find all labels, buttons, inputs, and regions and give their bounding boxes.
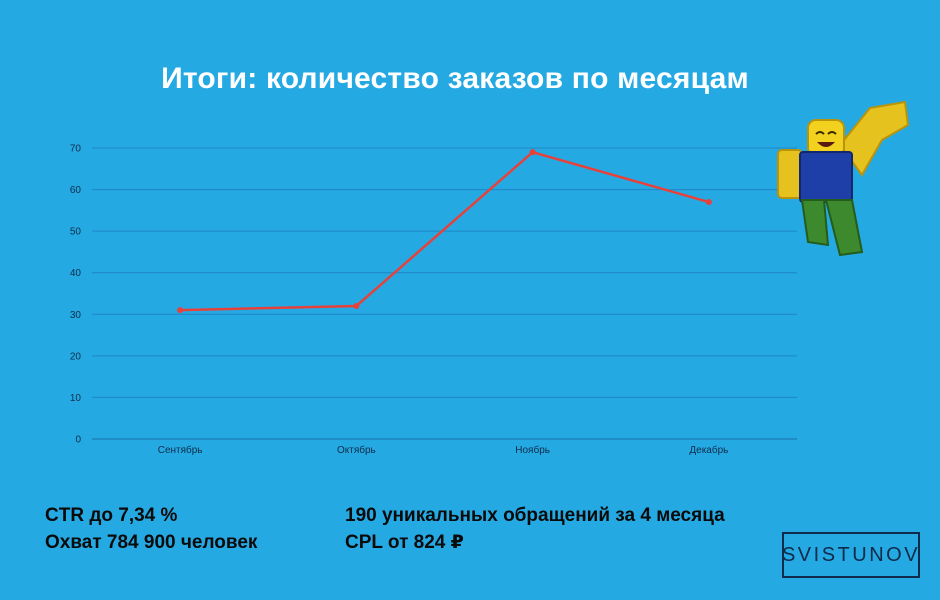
reach-stat: Охват 784 900 человек <box>45 532 258 553</box>
y-tick-label: 40 <box>70 268 82 279</box>
stats-right: 190 уникальных обращений за 4 месяца CPL… <box>345 502 725 556</box>
data-point <box>529 149 536 156</box>
brand-logo: SVISTUNOV <box>782 532 920 578</box>
roblox-noob-figure-icon <box>777 100 910 257</box>
x-tick-label: Ноябрь <box>515 444 550 456</box>
x-tick-label: Декабрь <box>689 444 728 456</box>
data-point <box>177 307 184 314</box>
y-tick-label: 10 <box>70 393 82 404</box>
data-point <box>705 199 712 206</box>
y-tick-label: 20 <box>70 351 82 362</box>
y-tick-label: 70 <box>70 144 82 155</box>
x-tick-label: Октябрь <box>337 444 376 456</box>
y-tick-label: 0 <box>75 435 81 446</box>
stats-left: CTR до 7,34 % Охват 784 900 человек <box>45 502 257 556</box>
y-tick-label: 60 <box>70 185 82 196</box>
chart-title: Итоги: количество заказов по месяцам <box>161 62 749 95</box>
y-tick-label: 50 <box>70 227 82 238</box>
cpl-stat: CPL от 824 ₽ <box>345 532 464 553</box>
y-tick-label: 30 <box>70 310 82 321</box>
unique-requests-stat: 190 уникальных обращений за 4 месяца <box>345 505 725 526</box>
data-point <box>353 302 360 309</box>
x-tick-label: Сентябрь <box>158 444 203 456</box>
series-line <box>180 150 710 312</box>
ctr-stat: CTR до 7,34 % <box>45 505 178 526</box>
